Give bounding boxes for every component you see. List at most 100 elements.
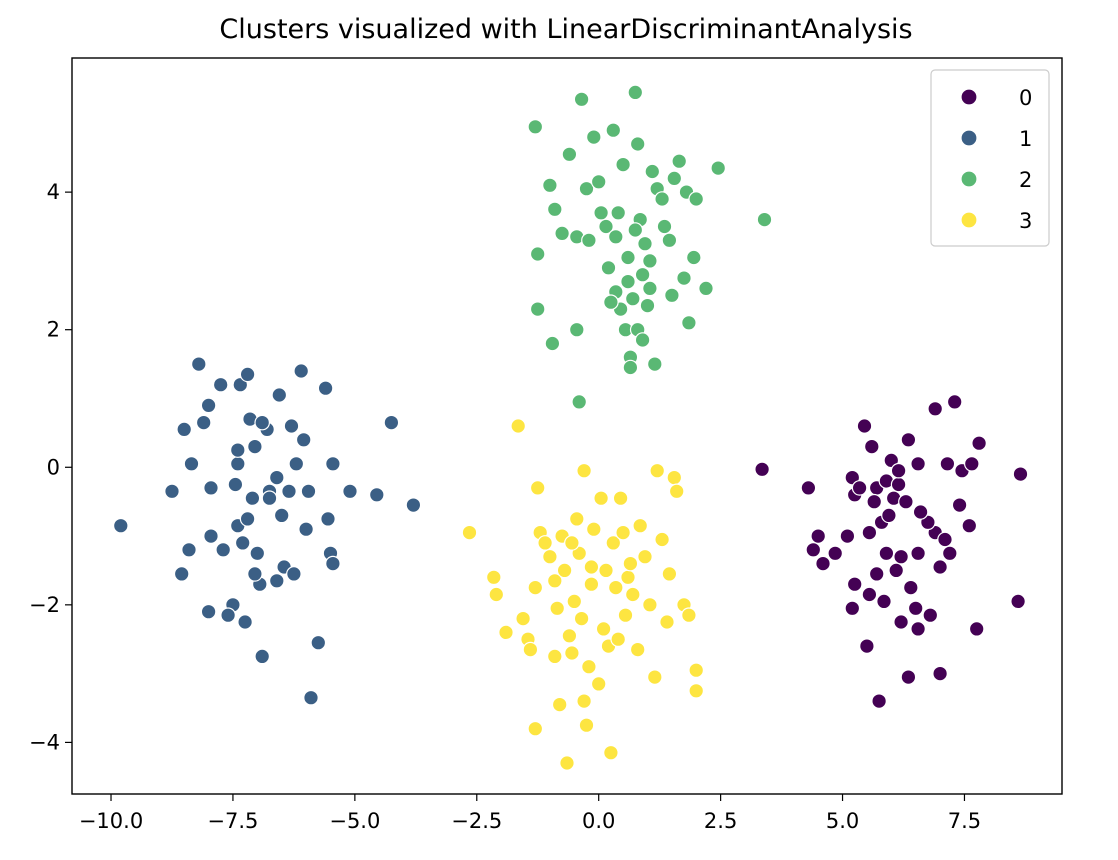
point-series-3-23 <box>573 610 590 627</box>
point-series-0-9 <box>856 418 873 434</box>
point-series-0-49 <box>1010 593 1026 610</box>
point-series-2-32 <box>600 259 617 276</box>
legend-label-1: 1 <box>1019 127 1032 151</box>
point-series-3-63 <box>622 555 639 572</box>
point-series-3-53 <box>688 662 704 678</box>
point-series-0-18 <box>910 455 926 472</box>
point-series-1-53 <box>268 572 285 589</box>
legend-label-3: 3 <box>1019 209 1032 233</box>
point-series-0-5 <box>827 545 843 562</box>
x-tick-label: 7.5 <box>948 809 981 833</box>
point-series-3-57 <box>603 744 619 761</box>
point-series-2-39 <box>634 266 651 283</box>
x-axis: −10.0 −7.5 −5.0 −2.5 0.0 2.5 5.0 7.5 <box>79 794 981 833</box>
point-series-2-8 <box>590 174 607 190</box>
point-series-2-51 <box>622 359 639 376</box>
point-series-1-22 <box>239 366 256 383</box>
point-series-2-21 <box>654 191 670 207</box>
point-series-1-40 <box>298 521 314 537</box>
point-series-0-44 <box>910 621 926 637</box>
point-series-0-50 <box>859 638 875 654</box>
point-series-1-31 <box>268 469 285 486</box>
point-series-3-26 <box>581 658 597 675</box>
x-tick-label: 0.0 <box>582 809 615 833</box>
point-series-3-34 <box>607 579 624 596</box>
point-series-1-52 <box>405 497 422 513</box>
point-series-1-9 <box>203 480 219 496</box>
point-series-0-38 <box>861 586 878 603</box>
point-series-1-36 <box>286 566 302 582</box>
point-series-1-58 <box>230 442 246 458</box>
point-series-3-61 <box>593 490 609 506</box>
x-tick-label: −2.5 <box>451 809 502 833</box>
point-series-0-34 <box>861 524 878 541</box>
point-series-2-17 <box>637 235 653 252</box>
point-series-1-42 <box>303 689 319 706</box>
point-series-1-51 <box>383 414 400 431</box>
point-series-1-17 <box>230 455 246 472</box>
point-series-0-19 <box>927 400 943 417</box>
point-series-0-20 <box>946 394 963 410</box>
point-series-3-42 <box>637 548 653 565</box>
point-series-1-37 <box>288 455 305 472</box>
point-series-3-64 <box>564 535 580 551</box>
point-series-1-55 <box>237 614 253 630</box>
point-series-3-44 <box>646 669 663 685</box>
point-series-2-2 <box>546 201 563 218</box>
point-series-1-32 <box>271 387 288 403</box>
point-series-0-4 <box>815 555 831 572</box>
point-series-0-31 <box>910 545 926 562</box>
point-series-1-16 <box>227 476 244 493</box>
point-series-0-48 <box>968 621 985 637</box>
point-series-2-53 <box>646 356 663 372</box>
point-series-0-0 <box>754 461 770 478</box>
point-series-1-57 <box>254 414 271 431</box>
point-series-3-12 <box>542 548 558 565</box>
point-series-2-14 <box>627 84 644 101</box>
point-series-3-11 <box>537 535 553 551</box>
point-series-2-59 <box>603 294 619 310</box>
point-series-2-5 <box>573 91 590 108</box>
legend-marker-2 <box>960 170 978 188</box>
point-series-3-24 <box>576 693 592 709</box>
point-series-3-17 <box>556 562 573 579</box>
point-series-3-19 <box>564 645 580 661</box>
point-series-1-38 <box>293 363 309 379</box>
point-series-3-35 <box>610 631 626 647</box>
point-series-1-3 <box>176 421 192 438</box>
point-series-3-49 <box>666 469 683 486</box>
x-tick-label: 5.0 <box>826 809 859 833</box>
point-series-2-56 <box>610 205 626 221</box>
y-tick-label: −4 <box>29 730 60 754</box>
point-series-3-9 <box>529 480 546 496</box>
point-series-0-37 <box>844 600 861 617</box>
point-series-0-45 <box>922 607 939 623</box>
point-series-0-32 <box>893 548 909 565</box>
point-series-2-7 <box>585 129 602 145</box>
legend-marker-3 <box>960 211 978 229</box>
point-series-3-45 <box>649 462 665 479</box>
point-series-1-47 <box>325 455 341 472</box>
legend-label-0: 0 <box>1019 86 1032 110</box>
point-series-2-6 <box>578 180 595 197</box>
point-series-1-33 <box>273 507 290 524</box>
point-series-0-10 <box>863 438 880 455</box>
point-series-3-0 <box>510 418 526 434</box>
point-series-0-53 <box>871 693 887 709</box>
legend: 0 1 2 3 <box>930 69 1050 247</box>
point-series-3-60 <box>576 462 592 479</box>
point-series-0-46 <box>932 559 948 575</box>
point-series-2-15 <box>629 136 646 152</box>
point-series-0-58 <box>890 462 907 479</box>
y-tick-label: 0 <box>47 455 60 479</box>
point-series-3-29 <box>590 676 607 692</box>
point-series-3-62 <box>583 559 600 575</box>
point-series-1-48 <box>325 555 341 572</box>
point-series-0-3 <box>805 541 822 558</box>
plot-frame <box>71 57 1063 795</box>
point-series-0-1 <box>800 480 817 496</box>
point-series-1-10 <box>200 603 217 620</box>
point-series-3-48 <box>661 566 678 582</box>
point-series-2-41 <box>642 280 658 297</box>
